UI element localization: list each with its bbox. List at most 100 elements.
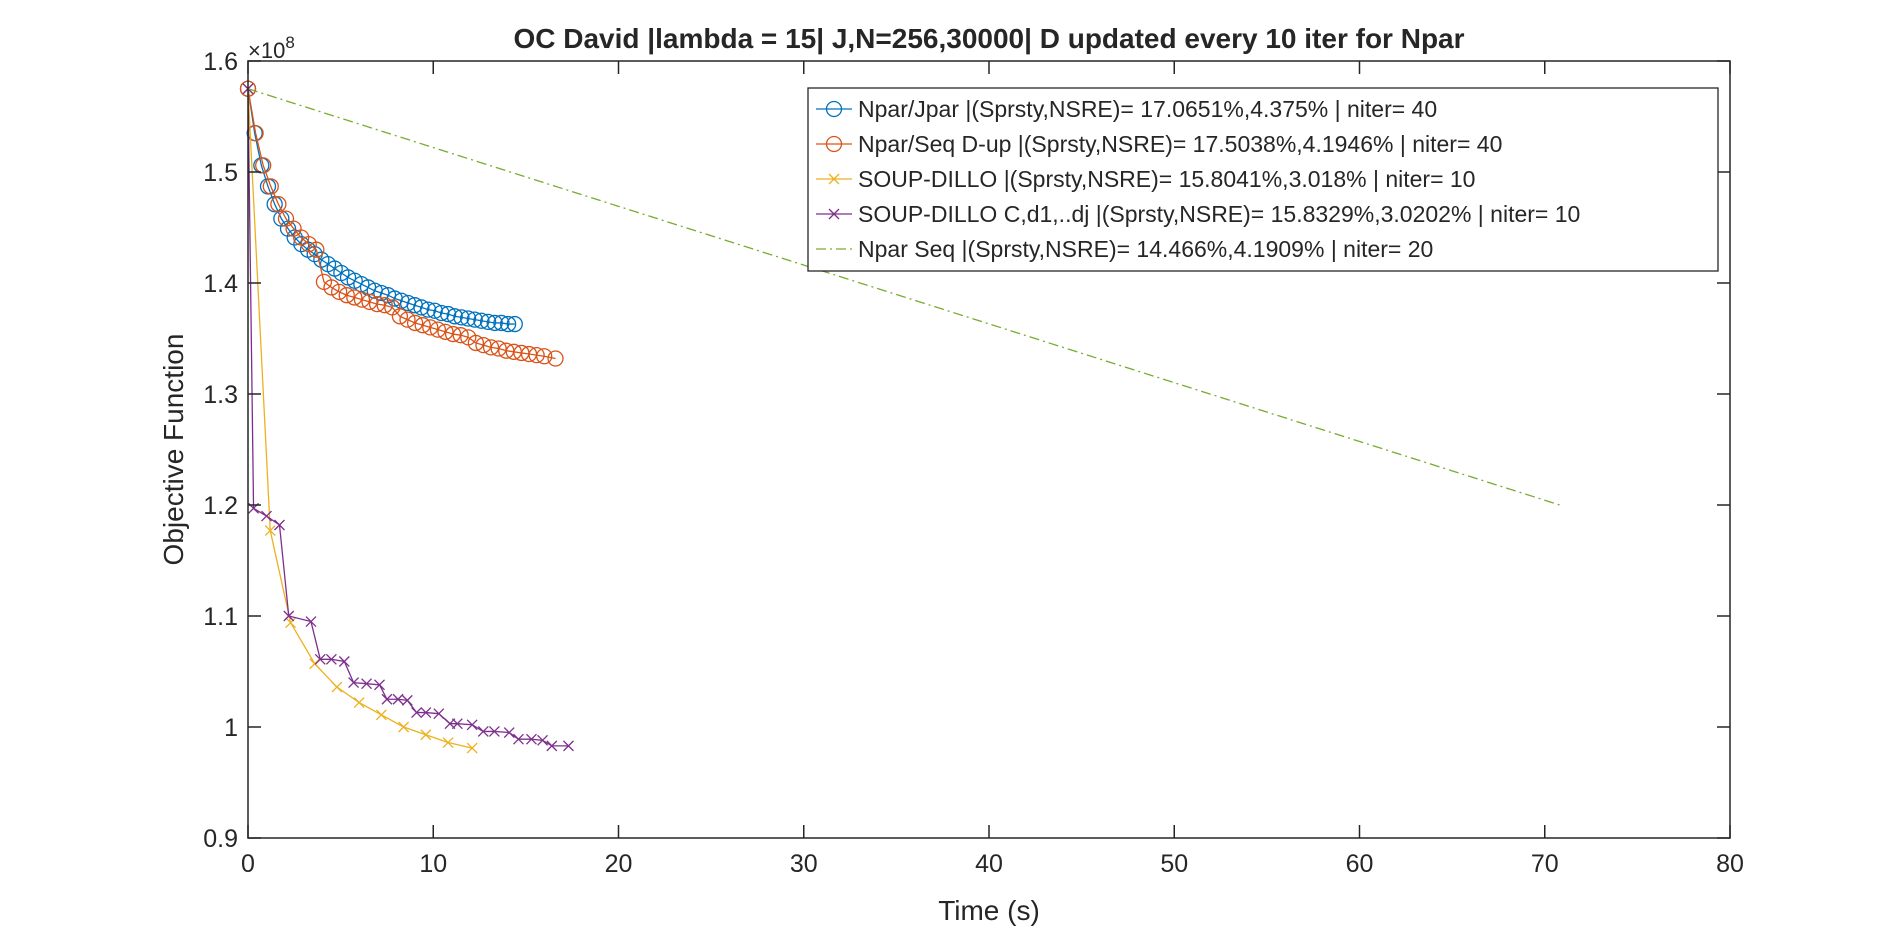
data-point: [420, 707, 432, 719]
series-2: [239, 80, 564, 367]
x-axis-label: Time (s): [938, 895, 1040, 926]
data-point: [459, 310, 477, 327]
data-point: [255, 157, 272, 174]
data-point: [466, 742, 478, 754]
data-point: [338, 287, 355, 304]
y-tick-label: 1.5: [203, 159, 238, 187]
legend-item: Npar/Seq D-up |(Sprsty,NSRE)= 17.5038%,4…: [816, 131, 1502, 157]
data-point: [314, 653, 326, 665]
data-point: [499, 315, 517, 333]
y-tick-label: 1: [224, 714, 238, 742]
data-point: [433, 708, 445, 720]
data-point: [305, 616, 317, 628]
y-multiplier-base: ×10: [248, 38, 285, 63]
data-point: [466, 311, 483, 328]
data-point: [374, 679, 385, 691]
x-tick-label: 80: [1716, 850, 1744, 878]
data-point: [413, 299, 430, 316]
y-axis-multiplier: ×108: [248, 33, 295, 63]
data-point: [381, 693, 393, 705]
y-axis-label: Objective Function: [158, 334, 189, 566]
data-point: [490, 340, 507, 357]
data-point: [429, 321, 447, 338]
data-point: [392, 693, 404, 705]
data-point: [262, 178, 279, 195]
legend-label: SOUP-DILLO C,d1,..dj |(Sprsty,NSRE)= 15.…: [858, 201, 1580, 227]
y-tick-label: 1.6: [203, 48, 238, 76]
data-point: [477, 725, 489, 737]
data-point: [563, 740, 574, 752]
data-point: [331, 681, 343, 693]
legend-marker: [828, 173, 840, 185]
data-point: [375, 709, 387, 721]
data-point: [525, 733, 537, 745]
y-tick-label: 0.9: [203, 825, 238, 853]
series-1: [239, 80, 523, 333]
legend-marker: [825, 100, 843, 118]
data-point: [270, 196, 287, 213]
x-tick-label: 50: [1160, 850, 1188, 878]
data-point: [486, 314, 503, 332]
data-point: [444, 325, 462, 343]
legend-item: SOUP-DILLO |(Sprsty,NSRE)= 15.8041%,3.01…: [816, 166, 1475, 192]
data-point: [473, 312, 490, 329]
data-point: [309, 658, 321, 670]
data-point: [493, 314, 510, 332]
data-point: [433, 304, 450, 322]
data-point: [420, 729, 432, 741]
data-point: [264, 525, 276, 536]
axes-layer: 0 10 20 30 40 50 60 70 80 0.9 1 1.1 1.2 1.3 1.4 1.5 1.6: [203, 48, 1744, 878]
data-point: [361, 293, 378, 311]
data-point: [376, 297, 393, 314]
data-point: [475, 337, 492, 354]
data-point: [406, 314, 424, 332]
data-point: [330, 283, 348, 301]
y-tick-label: 1.1: [203, 603, 238, 631]
y-tick-label: 1.2: [203, 492, 238, 520]
data-point: [325, 653, 337, 665]
data-point: [506, 315, 523, 333]
data-point: [308, 241, 325, 258]
legend-item: Npar Seq |(Sprsty,NSRE)= 14.466%,4.1909%…: [816, 236, 1433, 262]
data-point: [546, 740, 558, 752]
legend-label: Npar/Seq D-up |(Sprsty,NSRE)= 17.5038%,4…: [858, 131, 1502, 157]
data-point: [503, 727, 515, 739]
data-point: [391, 308, 409, 325]
x-tick-label: 10: [419, 850, 447, 878]
x-tick-label: 60: [1346, 850, 1374, 878]
data-point: [452, 327, 469, 344]
data-point: [323, 279, 340, 296]
legend-marker: [828, 208, 840, 220]
data-point: [451, 718, 463, 730]
data-point: [488, 725, 500, 737]
data-point: [437, 323, 454, 340]
data-point: [414, 317, 431, 334]
data-point: [399, 311, 416, 328]
x-tick-label: 70: [1531, 850, 1559, 878]
legend-label: Npar Seq |(Sprsty,NSRE)= 14.466%,4.1909%…: [858, 236, 1433, 262]
data-point: [482, 339, 500, 356]
data-point: [513, 733, 524, 745]
data-point: [467, 334, 485, 352]
data-point: [422, 319, 439, 336]
data-point: [368, 295, 386, 313]
data-point: [398, 721, 410, 733]
legend-label: Npar/Jpar |(Sprsty,NSRE)= 17.0651%,4.375…: [858, 96, 1437, 122]
legend-item: Npar/Jpar |(Sprsty,NSRE)= 17.0651%,4.375…: [816, 96, 1437, 122]
data-point: [348, 677, 360, 689]
x-tick-label: 0: [241, 850, 255, 878]
data-point: [261, 510, 272, 522]
series-line: [247, 88, 1564, 507]
chart-title: OC David |lambda = 15| J,N=256,30000| D …: [513, 23, 1464, 54]
data-point: [547, 350, 564, 367]
x-tick-label: 30: [790, 850, 818, 878]
data-point: [285, 617, 297, 629]
y-tick-label: 1.4: [203, 270, 238, 298]
data-point: [401, 694, 413, 706]
data-point: [537, 734, 549, 746]
data-point: [439, 305, 457, 323]
data-point: [536, 348, 553, 365]
data-point: [446, 308, 463, 325]
